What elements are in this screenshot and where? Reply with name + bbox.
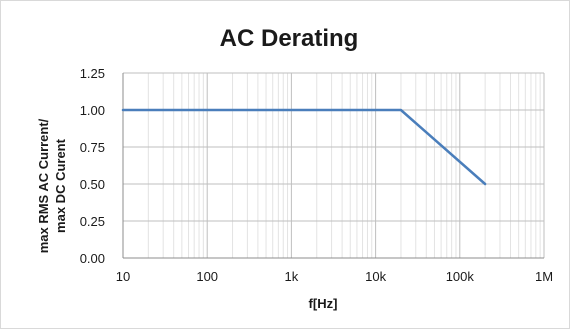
axes — [122, 73, 544, 259]
x-tick-label: 10k — [365, 269, 386, 284]
grid-lines — [122, 72, 545, 259]
chart-title: AC Derating — [220, 25, 359, 52]
y-tick-label: 0.00 — [80, 251, 105, 266]
x-tick-label: 1k — [285, 269, 299, 284]
x-tick-label: 100 — [196, 269, 218, 284]
y-axis-label-line-1: max RMS AC Current/ — [36, 118, 51, 253]
x-tick-label: 100k — [446, 269, 475, 284]
x-tick-label: 10 — [116, 269, 130, 284]
series-line — [121, 108, 487, 186]
x-axis-label: f[Hz] — [309, 296, 338, 311]
y-tick-labels: 0.00 0.25 0.50 0.75 1.00 1.25 — [80, 66, 105, 266]
y-tick-label: 0.50 — [80, 177, 105, 192]
x-tick-labels: 10 100 1k 10k 100k 1M — [116, 269, 553, 284]
y-axis-label: max RMS AC Current/ max DC Curent — [36, 118, 68, 253]
x-tick-label: 1M — [535, 269, 553, 284]
y-tick-label: 1.25 — [80, 66, 105, 81]
y-tick-label: 1.00 — [80, 103, 105, 118]
series-group — [121, 108, 487, 186]
y-axis-label-line-2: max DC Curent — [53, 138, 68, 233]
y-tick-label: 0.75 — [80, 140, 105, 155]
y-tick-label: 0.25 — [80, 214, 105, 229]
